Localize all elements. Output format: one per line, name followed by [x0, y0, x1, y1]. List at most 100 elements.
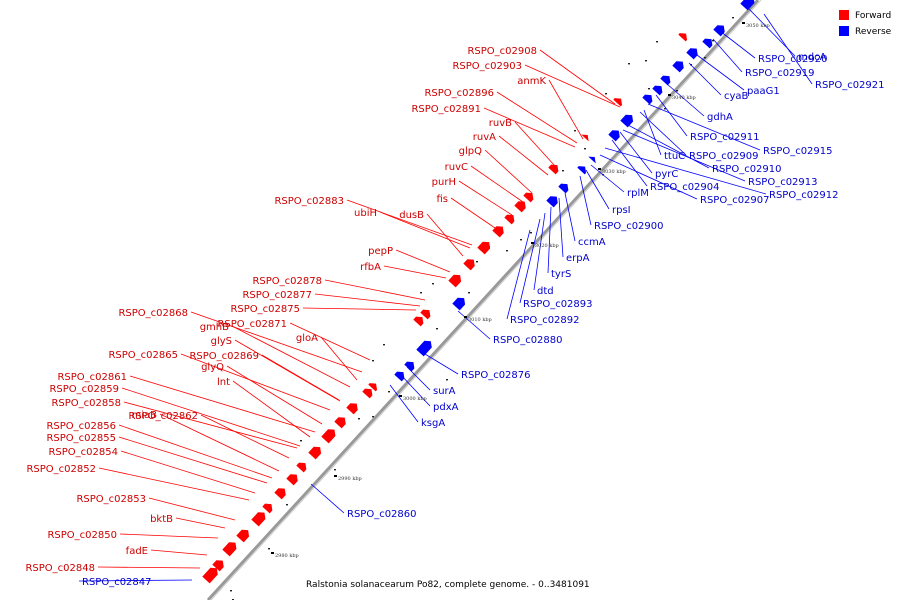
reverse-gene-leader-line	[419, 350, 459, 375]
reverse-gene-block	[702, 38, 713, 49]
reverse-gene-leader-line	[719, 30, 756, 59]
forward-gene-block	[514, 201, 526, 213]
forward-gene-block	[523, 192, 534, 203]
forward-gene-label: gmhB	[200, 322, 229, 333]
forward-gene-leader-line	[200, 414, 290, 459]
reverse-gene-label: RSPO_c02876	[461, 370, 531, 381]
reverse-gene-leader-line	[666, 83, 705, 117]
forward-gene-leader-line	[450, 197, 499, 231]
forward-gene-leader-line	[119, 533, 219, 539]
forward-gene-label: ruvA	[473, 132, 496, 143]
minor-tick-mark	[388, 391, 390, 393]
forward-gene-block	[296, 462, 307, 473]
reverse-gene-block	[642, 94, 653, 105]
scale-tick-mark	[271, 552, 274, 554]
forward-gene-label: anmK	[517, 76, 546, 87]
forward-gene-label: RSPO_c02891	[411, 104, 481, 115]
forward-gene-label: RSPO_c02859	[49, 384, 119, 395]
reverse-gene-label: RSPO_c02880	[493, 335, 563, 346]
forward-gene-leader-line	[120, 450, 256, 494]
forward-gene-label: RSPO_c02877	[242, 290, 312, 301]
reverse-gene-label: pyrC	[655, 169, 678, 180]
gene-features	[202, 0, 755, 584]
reverse-gene-label: RSPO_c02919	[745, 68, 815, 79]
forward-gene-block	[222, 542, 237, 557]
minor-tick-mark	[584, 148, 586, 150]
scale-tick-mark	[399, 395, 402, 397]
reverse-gene-label: surA	[433, 386, 456, 397]
scale-tick-label: 3000 kbp	[403, 396, 427, 402]
forward-gene-leader-line	[150, 549, 208, 556]
forward-gene-leader-line	[426, 213, 464, 257]
minor-tick-mark	[676, 90, 678, 92]
forward-gene-block	[262, 503, 273, 514]
forward-gene-label: RSPO_c02868	[118, 308, 188, 319]
scale-tick-mark	[668, 94, 671, 96]
minor-tick-mark	[358, 418, 360, 420]
forward-gene-label: glyS	[211, 336, 232, 347]
forward-gene-leader-line	[383, 265, 447, 279]
reverse-gene-leader-line	[399, 373, 431, 407]
scale-tick-label: 3010 kbp	[468, 317, 492, 323]
minor-tick-mark	[383, 344, 385, 346]
forward-gene-label: pepP	[368, 246, 393, 257]
reverse-gene-label: paaG1	[747, 86, 780, 97]
reverse-gene-leader-line	[688, 62, 722, 96]
reverse-gene-leader-line	[519, 218, 541, 304]
scale-tick-mark	[598, 168, 601, 170]
forward-gene-block	[413, 316, 424, 327]
forward-gene-label: RSPO_c02850	[47, 530, 117, 541]
reverse-gene-label: ksgA	[421, 418, 445, 429]
reverse-gene-leader-line	[585, 169, 610, 210]
forward-gene-block	[477, 241, 491, 255]
forward-gene-block	[286, 474, 298, 486]
forward-gene-label: RSPO_c02908	[467, 46, 537, 57]
reverse-gene-label: dtd	[537, 286, 554, 297]
reverse-gene-block	[672, 61, 684, 73]
reverse-gene-block	[713, 25, 725, 37]
forward-gene-block	[346, 403, 358, 415]
reverse-gene-leader-line	[611, 139, 648, 187]
forward-gene-leader-line	[484, 149, 533, 194]
forward-gene-block	[420, 309, 431, 320]
reverse-gene-block	[404, 361, 415, 372]
scale-tick-label: 3030 kbp	[602, 169, 626, 175]
scale-tick-mark	[334, 475, 337, 477]
forward-gene-leader-line	[98, 467, 250, 501]
reverse-gene-label: RSPO_c02921	[815, 80, 885, 91]
reverse-gene-block	[452, 297, 466, 311]
minor-tick-mark	[334, 469, 336, 471]
minor-tick-mark	[372, 416, 374, 418]
forward-gene-block	[274, 488, 286, 500]
scale-tick-mark	[464, 316, 467, 318]
forward-gene-label: RSPO_c02869	[189, 351, 259, 362]
minor-tick-mark	[562, 170, 564, 172]
forward-gene-label: fadE	[126, 546, 148, 557]
scale-tick-mark	[742, 22, 745, 24]
forward-gene-leader-line	[302, 307, 417, 311]
minor-tick-mark	[530, 232, 532, 234]
forward-gene-label: RSPO_c02883	[274, 196, 344, 207]
reverse-gene-label: tyrS	[551, 269, 571, 280]
minor-tick-mark	[574, 130, 576, 132]
reverse-gene-leader-line	[763, 13, 813, 85]
reverse-gene-leader-line	[406, 366, 431, 391]
minor-tick-mark	[436, 328, 438, 330]
reverse-gene-label: RSPO_c02910	[712, 164, 782, 175]
reverse-gene-label: RSPO_c02913	[748, 177, 818, 188]
forward-gene-block	[251, 512, 266, 527]
forward-gene-leader-line	[514, 121, 556, 167]
forward-gene-label: glpQ	[459, 146, 482, 157]
reverse-gene-label: RSPO_c02893	[523, 299, 593, 310]
reverse-gene-block	[686, 48, 698, 60]
minor-tick-mark	[645, 60, 647, 62]
forward-gene-label: RSPO_c02854	[48, 447, 118, 458]
forward-gene-leader-line	[231, 325, 351, 388]
reverse-gene-leader-line	[558, 197, 564, 258]
scale-tick-mark	[531, 242, 534, 244]
minor-tick-mark	[476, 261, 478, 263]
forward-gene-label: purH	[432, 177, 456, 188]
forward-gene-leader-line	[379, 211, 471, 249]
reverse-gene-block	[660, 75, 671, 86]
